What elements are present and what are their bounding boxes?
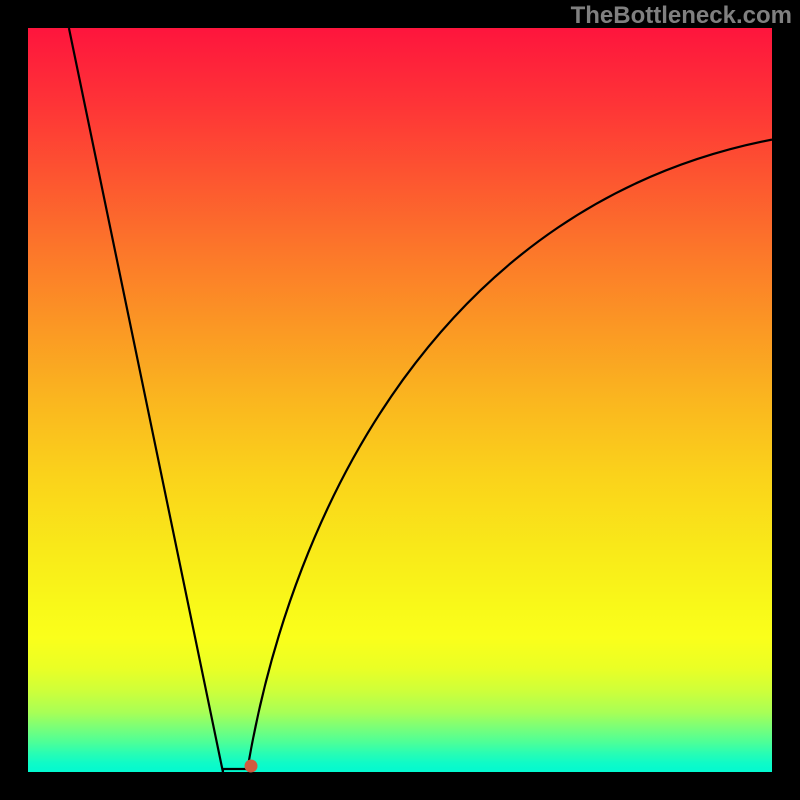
curve-svg	[28, 28, 772, 772]
optimum-marker	[245, 760, 258, 773]
watermark-text: TheBottleneck.com	[571, 2, 792, 30]
plot-area	[28, 28, 772, 772]
bottleneck-curve	[69, 28, 772, 772]
